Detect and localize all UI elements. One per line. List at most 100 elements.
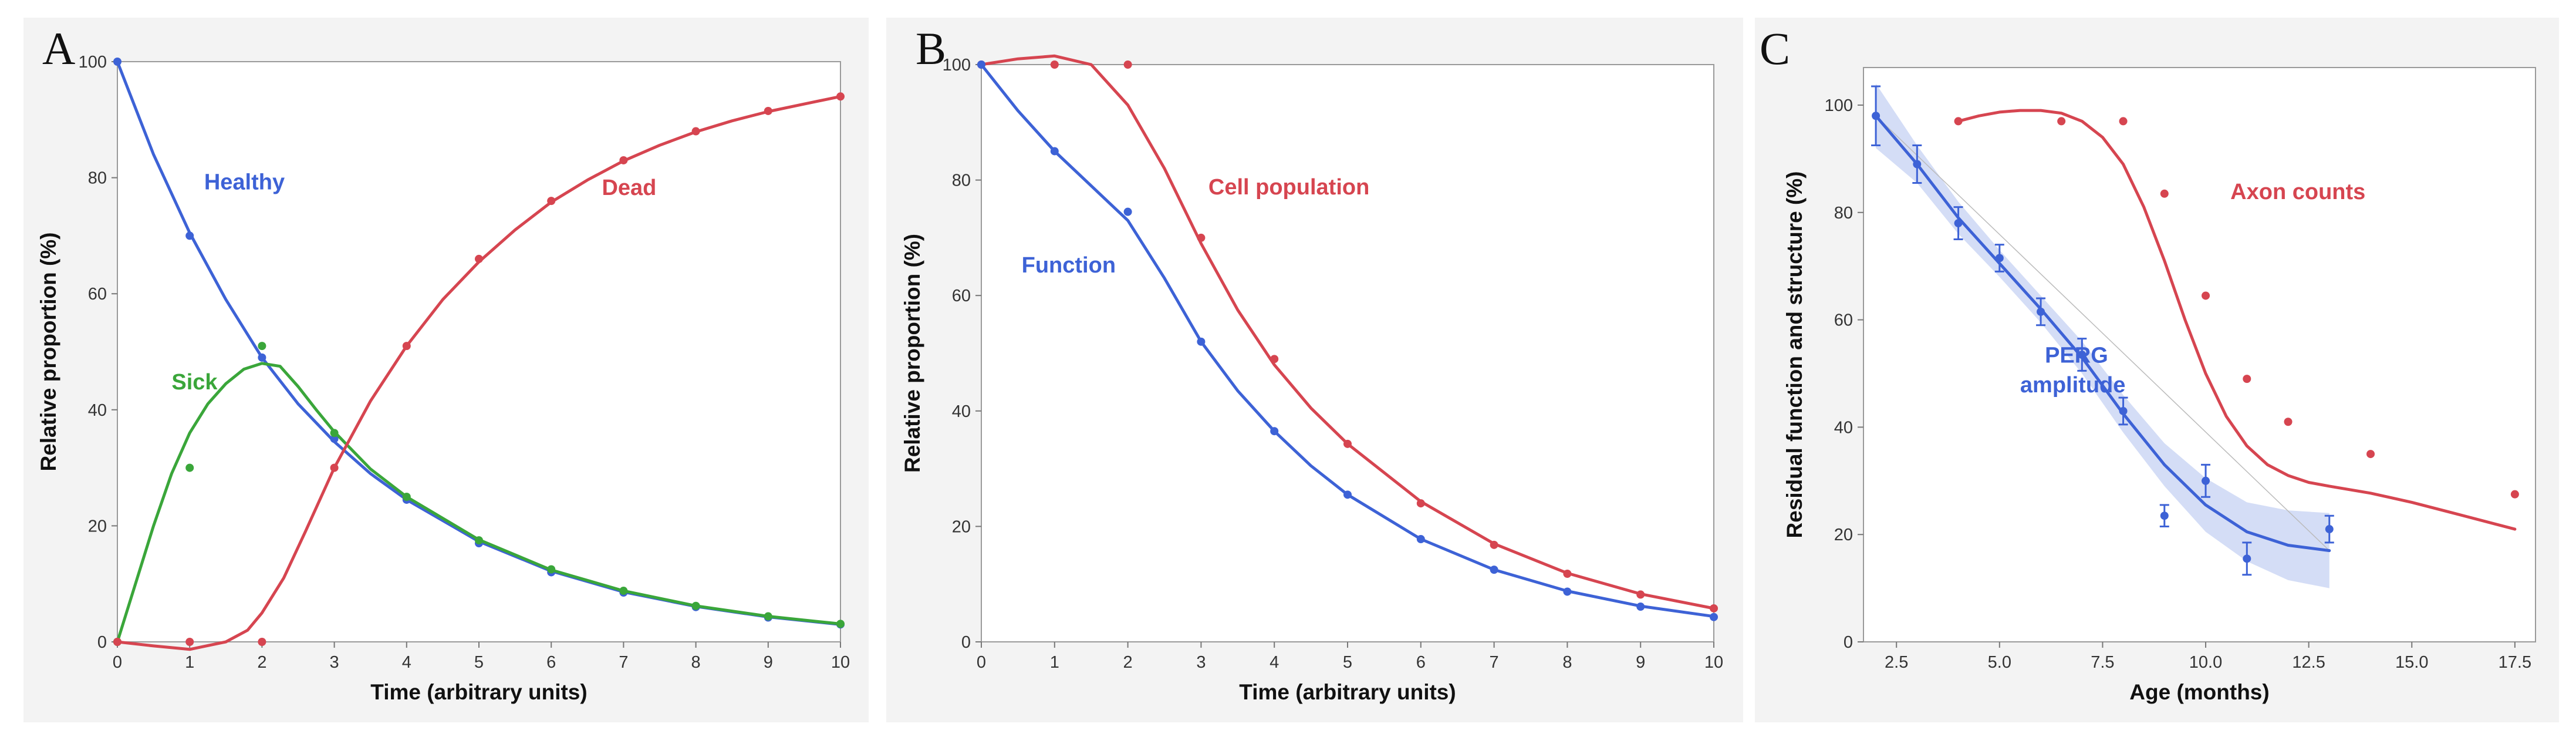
panel-b-letter: B: [916, 23, 947, 74]
x-tick-label: 15.0: [2395, 653, 2428, 672]
x-tick-label: 3: [1196, 653, 1206, 672]
data-point-cell-population: [1270, 355, 1279, 364]
data-point-axon-counts: [2057, 117, 2066, 126]
data-point-perg-amplitude: [2202, 476, 2210, 485]
data-point-axon-counts: [2119, 117, 2128, 126]
x-tick-label: 7.5: [2091, 653, 2114, 672]
data-point-dead: [402, 342, 411, 351]
y-tick-label: 40: [88, 401, 107, 420]
data-point-dead: [547, 197, 556, 206]
data-point-cell-population: [1636, 590, 1645, 599]
plot-area: [117, 61, 841, 642]
x-tick-label: 1: [185, 653, 194, 672]
y-tick-label: 60: [952, 287, 971, 305]
series-line-dead: [116, 95, 842, 651]
data-point-axon-counts: [2366, 450, 2375, 459]
x-tick-label: 8: [691, 653, 701, 672]
data-point-sick: [836, 620, 845, 628]
series-line-function: [980, 63, 1716, 618]
x-tick-label: 6: [546, 653, 556, 672]
x-tick-label: 10: [831, 653, 850, 672]
data-point-function: [1270, 427, 1279, 436]
data-point-perg-amplitude: [1995, 254, 2004, 263]
data-point-function: [1197, 337, 1206, 346]
data-point-function: [1343, 490, 1352, 499]
series-line-perg-amplitude: [1874, 114, 2331, 553]
data-point-sick: [402, 493, 411, 501]
data-point-axon-counts: [1954, 117, 1963, 126]
plot-area: [981, 64, 1714, 642]
y-tick-label: 100: [79, 53, 107, 72]
data-point-dead: [258, 638, 266, 646]
x-tick-label: 6: [1416, 653, 1426, 672]
series-annotation: Cell population: [1208, 175, 1369, 200]
data-point-sick: [185, 463, 194, 472]
y-tick-label: 40: [1834, 418, 1853, 437]
series-line-cell-population: [980, 54, 1716, 610]
y-tick-label: 60: [1834, 311, 1853, 330]
series-annotation: Healthy: [204, 170, 285, 194]
x-tick-label: 5: [474, 653, 484, 672]
data-point-dead: [185, 638, 194, 646]
data-point-dead: [691, 127, 700, 136]
data-point-perg-amplitude: [2325, 525, 2334, 534]
data-point-function: [1490, 566, 1498, 574]
data-point-function: [1636, 603, 1645, 611]
data-point-sick: [258, 342, 266, 351]
x-tick-label: 10: [1704, 653, 1723, 672]
y-tick-label: 60: [88, 285, 107, 304]
series-annotation: Axon counts: [2230, 180, 2365, 204]
x-tick-label: 4: [1270, 653, 1279, 672]
data-point-perg-amplitude: [2078, 351, 2087, 359]
panel-a-letter: A: [42, 23, 76, 74]
x-tick-label: 0: [977, 653, 986, 672]
data-point-function: [1710, 613, 1718, 621]
series-annotation: Sick: [171, 370, 218, 395]
data-point-dead: [836, 92, 845, 101]
x-tick-label: 2: [1123, 653, 1133, 672]
series-line-axon-counts: [1957, 109, 2517, 531]
data-point-perg-amplitude: [1872, 112, 1880, 120]
data-point-sick: [547, 565, 556, 574]
data-point-perg-amplitude: [2243, 554, 2251, 563]
data-point-function: [1416, 535, 1425, 544]
y-tick-label: 0: [961, 633, 971, 652]
x-tick-label: 5.0: [1988, 653, 2011, 672]
x-tick-label: 1: [1050, 653, 1059, 672]
data-point-cell-population: [1416, 499, 1425, 508]
x-axis-label: Time (arbitrary units): [370, 680, 587, 704]
y-tick-label: 80: [952, 171, 971, 190]
data-point-function: [1050, 147, 1059, 156]
data-point-healthy: [258, 353, 266, 362]
data-point-cell-population: [1197, 233, 1206, 242]
data-point-axon-counts: [2202, 291, 2210, 300]
data-point-sick: [619, 587, 628, 595]
data-point-perg-amplitude: [2037, 307, 2045, 316]
data-point-perg-amplitude: [1913, 160, 1922, 169]
data-point-cell-population: [1563, 570, 1572, 578]
x-tick-label: 9: [764, 653, 773, 672]
data-point-cell-population: [1050, 60, 1059, 69]
data-point-perg-amplitude: [2119, 406, 2128, 415]
x-tick-label: 5: [1343, 653, 1352, 672]
data-point-dead: [330, 463, 339, 472]
x-tick-label: 2.5: [1885, 653, 1908, 672]
data-point-sick: [475, 536, 483, 545]
y-tick-label: 100: [1825, 96, 1853, 115]
data-point-sick: [330, 429, 339, 438]
x-tick-label: 7: [619, 653, 628, 672]
y-tick-label: 20: [952, 517, 971, 536]
x-tick-label: 12.5: [2292, 653, 2325, 672]
y-tick-label: 40: [952, 402, 971, 421]
data-point-sick: [691, 601, 700, 610]
data-point-sick: [764, 612, 772, 621]
data-point-axon-counts: [2284, 418, 2293, 426]
series-annotation: amplitude: [2020, 373, 2125, 398]
x-tick-label: 8: [1562, 653, 1572, 672]
y-tick-label: 100: [943, 56, 971, 75]
y-tick-label: 0: [97, 633, 107, 652]
data-point-dead: [113, 638, 121, 646]
